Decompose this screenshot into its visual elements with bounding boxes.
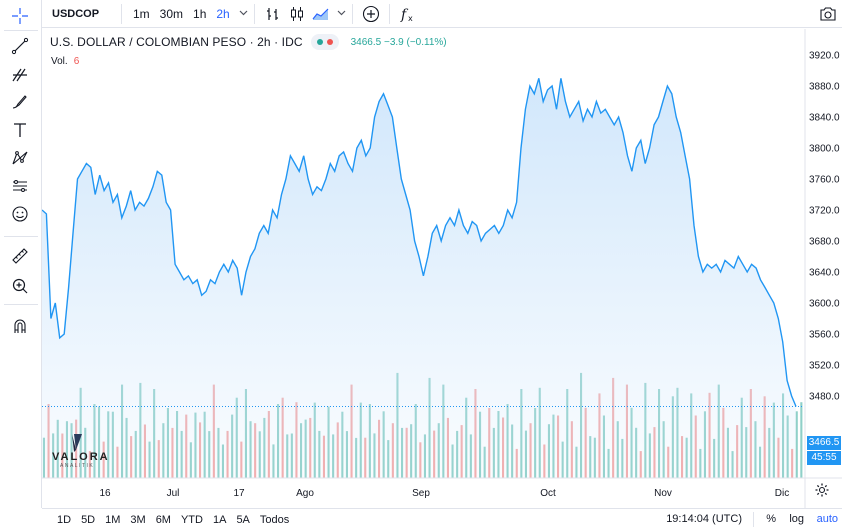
- time-axis[interactable]: 16 Jul 17 Ago Sep Oct Nov Dic: [99, 488, 789, 499]
- emoji-icon[interactable]: [8, 202, 32, 226]
- volume-legend[interactable]: Vol. 6: [51, 56, 79, 67]
- add-compare-icon[interactable]: [359, 4, 383, 24]
- interval-30m[interactable]: 30m: [159, 6, 184, 21]
- price-tick-label: 3560.0: [809, 330, 840, 341]
- price-axis[interactable]: 3920.0 3880.0 3840.0 3800.0 3760.0 3720.0 3680…: [809, 51, 840, 403]
- range-todos[interactable]: Todos: [259, 513, 290, 526]
- price-line: [42, 78, 797, 407]
- trend-line-icon[interactable]: [8, 34, 32, 58]
- time-tick-label: Dic: [775, 488, 789, 499]
- time-tick-label: 16: [99, 488, 111, 499]
- price-tick-label: 3880.0: [809, 82, 840, 93]
- drawing-toolbar: [0, 0, 42, 508]
- logo-sub: ANALITIK: [60, 463, 94, 469]
- volume-bar: [795, 411, 798, 478]
- range-5d[interactable]: 5D: [81, 513, 96, 526]
- bars-style-icon[interactable]: [261, 4, 285, 24]
- magnet-icon[interactable]: [8, 314, 32, 338]
- candles-style-icon[interactable]: [285, 4, 309, 24]
- prediction-icon[interactable]: [8, 174, 32, 198]
- interval-1h[interactable]: 1h: [193, 6, 207, 21]
- price-tick-label: 3920.0: [809, 51, 840, 62]
- price-tick-label: 3640.0: [809, 268, 840, 279]
- pattern-icon[interactable]: [8, 146, 32, 170]
- range-3m[interactable]: 3M: [130, 513, 146, 526]
- chart-style-group: [255, 3, 353, 24]
- percent-scale-toggle[interactable]: %: [766, 513, 776, 525]
- interval-2h[interactable]: 2h: [216, 6, 230, 21]
- time-tick-label: Nov: [654, 488, 672, 499]
- zoom-in-icon[interactable]: [8, 274, 32, 298]
- compare-group: [353, 3, 390, 24]
- price-tick-label: 3680.0: [809, 237, 840, 248]
- crosshair-icon[interactable]: [8, 4, 32, 28]
- range-5a[interactable]: 5A: [236, 513, 250, 526]
- valora-logo: VALORA ANALITIK: [52, 434, 110, 469]
- auto-scale-toggle[interactable]: auto: [816, 513, 838, 525]
- time-tick-label: Ago: [296, 488, 314, 499]
- range-1a[interactable]: 1A: [212, 513, 227, 526]
- text-tool-icon[interactable]: [8, 118, 32, 142]
- svg-text:f: f: [400, 7, 409, 23]
- bar-countdown-label: 45:55: [807, 451, 841, 465]
- time-tick-label: Jul: [167, 488, 180, 499]
- time-tick-label: Sep: [412, 488, 430, 499]
- chevron-down-icon[interactable]: [235, 8, 248, 19]
- market-status[interactable]: [310, 34, 339, 50]
- last-price-label: 3466.5: [807, 436, 841, 450]
- price-tick-label: 3480.0: [809, 392, 840, 403]
- volume-value: 6: [73, 56, 80, 67]
- volume-label: Vol.: [51, 56, 68, 67]
- interval-selector: 1m 30m 1h 2h: [122, 3, 255, 24]
- time-tick-label: Oct: [540, 488, 556, 499]
- price-tick-label: 3720.0: [809, 206, 840, 217]
- utc-clock[interactable]: 19:14:04 (UTC): [666, 513, 742, 525]
- price-tick-label: 3520.0: [809, 361, 840, 372]
- range-1d[interactable]: 1D: [57, 513, 72, 526]
- price-tick-label: 3800.0: [809, 144, 840, 155]
- interval-1m[interactable]: 1m: [133, 6, 150, 21]
- chart-style-chevron-icon[interactable]: [333, 8, 346, 19]
- gear-icon[interactable]: [814, 482, 830, 503]
- fib-tools-icon[interactable]: [8, 62, 32, 86]
- camera-icon[interactable]: [816, 4, 840, 24]
- ruler-icon[interactable]: [8, 244, 32, 268]
- range-1m[interactable]: 1M: [105, 513, 121, 526]
- price-tick-label: 3760.0: [809, 175, 840, 186]
- status-dot-red: [326, 39, 333, 45]
- chart-legend: U.S. DOLLAR / COLOMBIAN PESO · 2h · IDC …: [50, 34, 447, 50]
- range-ytd[interactable]: YTD: [180, 513, 203, 526]
- log-scale-toggle[interactable]: log: [789, 513, 804, 525]
- brush-icon[interactable]: [8, 90, 32, 114]
- price-tick-label: 3600.0: [809, 299, 840, 310]
- price-tick-label: 3840.0: [809, 113, 840, 124]
- price-chart[interactable]: 3920.0 3880.0 3840.0 3800.0 3760.0 3720.0 3680…: [42, 29, 842, 508]
- logo-name: VALORA: [52, 451, 110, 463]
- bottom-toolbar: 1D 5D 1M 3M 6M YTD 1A 5A Todos 19:14:04 …: [42, 508, 842, 530]
- area-style-icon[interactable]: [309, 4, 333, 24]
- time-tick-label: 17: [233, 488, 245, 499]
- logo-mark-icon: [74, 434, 82, 450]
- symbol-search[interactable]: USDCOP: [46, 3, 122, 24]
- range-6m[interactable]: 6M: [155, 513, 171, 526]
- status-dot-green: [316, 39, 323, 45]
- series-title[interactable]: U.S. DOLLAR / COLOMBIAN PESO · 2h · IDC: [50, 35, 303, 49]
- price-quote: 3466.5 −3.9 (−0.11%): [350, 36, 447, 48]
- volume-bar: [800, 402, 803, 478]
- price-area-fill: [42, 78, 796, 479]
- svg-text:x: x: [408, 14, 413, 23]
